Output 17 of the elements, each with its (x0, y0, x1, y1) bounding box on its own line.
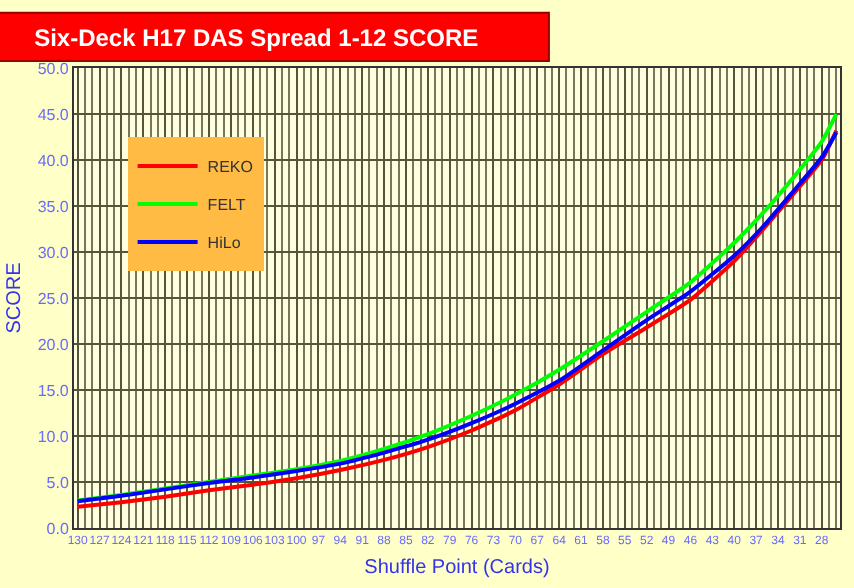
y-tick-label: 40.0 (37, 151, 70, 170)
y-axis-title: SCORE (3, 261, 26, 334)
y-tick-label: 15.0 (37, 381, 70, 400)
legend-label: REKO (207, 158, 253, 177)
y-tick-label: 0.0 (46, 519, 70, 538)
y-tick-label: 25.0 (37, 289, 70, 308)
y-tick-label: 50.0 (37, 59, 70, 78)
legend-label: FELT (207, 196, 246, 215)
legend-label: HiLo (207, 234, 242, 253)
y-tick-label: 35.0 (37, 197, 70, 216)
y-tick-label: 30.0 (37, 243, 70, 262)
y-tick-label: 5.0 (46, 473, 70, 492)
y-tick-label: 10.0 (37, 427, 70, 446)
y-tick-label: 45.0 (37, 105, 70, 124)
chart-title: Six-Deck H17 DAS Spread 1-12 SCORE (34, 23, 479, 52)
y-tick-label: 20.0 (37, 335, 70, 354)
x-axis-title: Shuffle Point (Cards) (364, 557, 550, 580)
